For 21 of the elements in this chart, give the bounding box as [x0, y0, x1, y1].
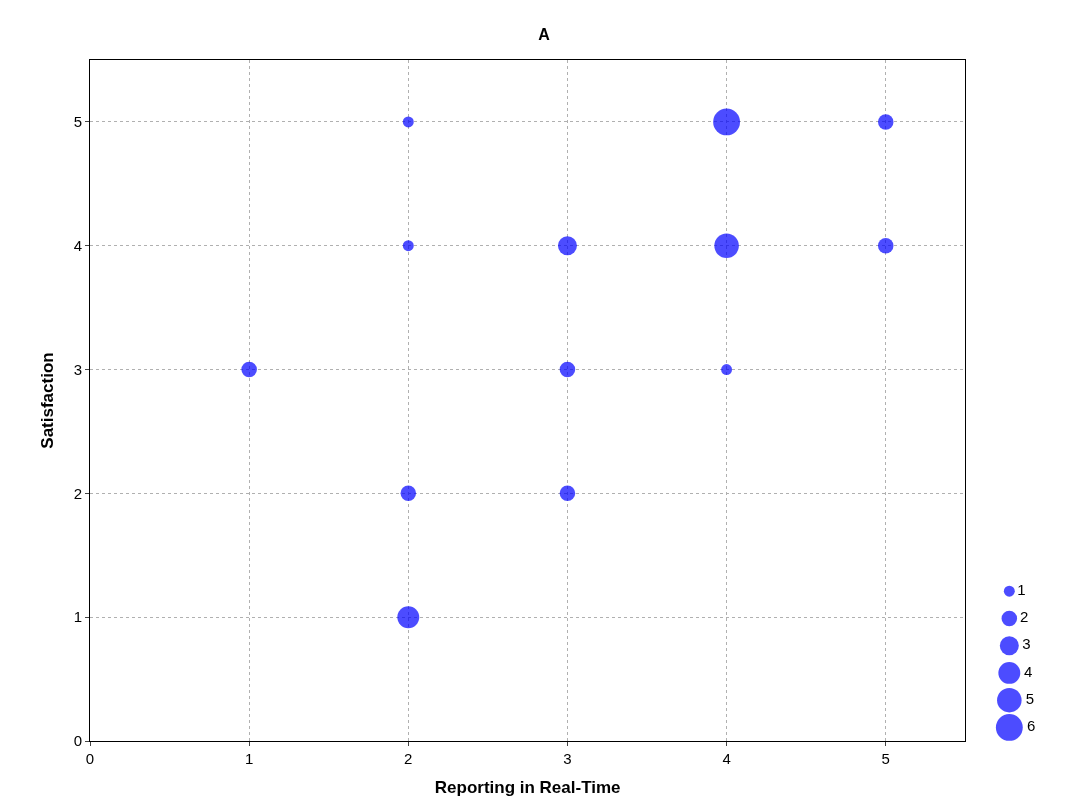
legend-label: 3 — [1022, 635, 1031, 653]
y-tick-label: 4 — [73, 236, 82, 254]
legend-label: 6 — [1027, 717, 1036, 735]
legend-label: 5 — [1025, 689, 1034, 707]
y-tick-label: 3 — [73, 360, 82, 378]
x-tick-label: 1 — [244, 750, 254, 767]
x-tick-label: 4 — [722, 750, 731, 767]
y-axis-title: Satisfaction — [38, 352, 58, 449]
legend-label: 4 — [1024, 662, 1033, 680]
x-tick-label: 3 — [563, 750, 572, 767]
legend-label: 2 — [1020, 608, 1029, 626]
x-tick-label: 0 — [85, 750, 95, 767]
y-tick-label: 5 — [73, 113, 82, 131]
chart-title: A — [538, 25, 551, 43]
x-tick-label: 2 — [404, 750, 413, 767]
y-tick-label: 1 — [73, 608, 82, 626]
x-axis-title: Reporting in Real-Time — [434, 778, 621, 798]
y-tick-label: 0 — [73, 732, 82, 750]
y-tick-label: 2 — [73, 484, 82, 502]
legend-label: 1 — [1017, 580, 1026, 598]
x-tick-label: 5 — [881, 750, 890, 767]
